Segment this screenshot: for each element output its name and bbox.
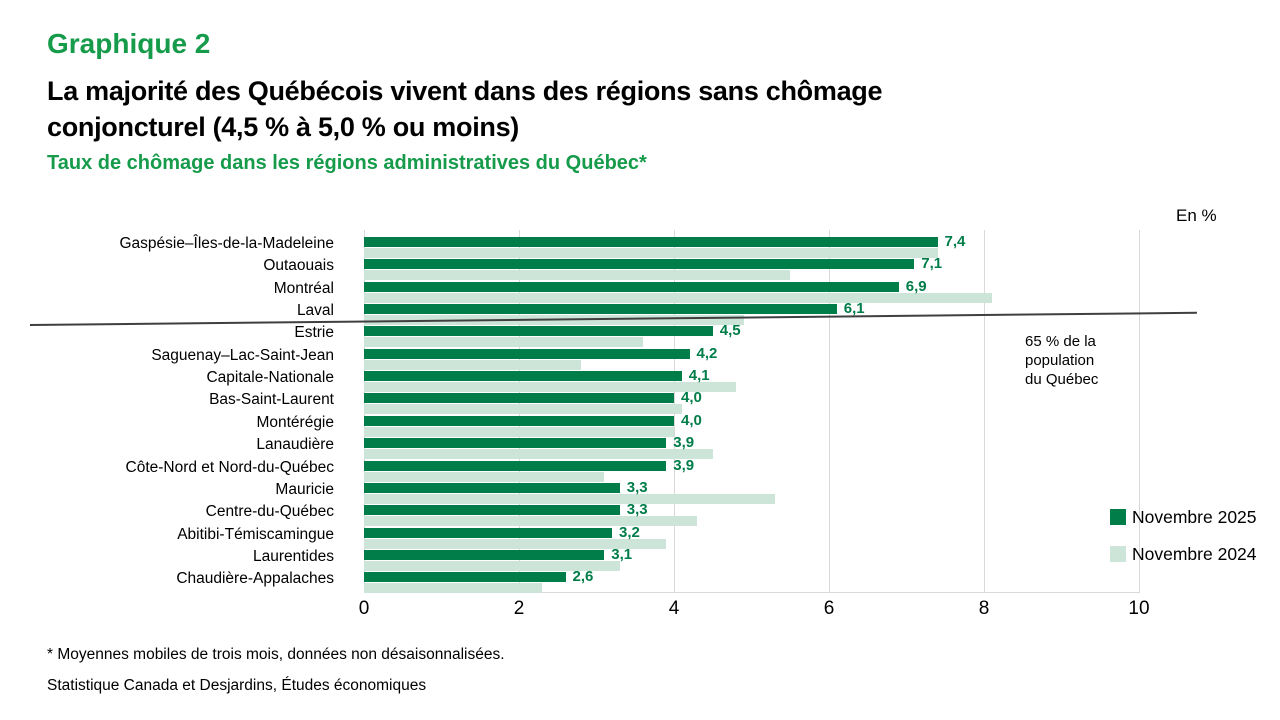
x-tick-label-2: 2 (513, 598, 525, 619)
bar-novembre-2025 (364, 393, 674, 404)
plot-area: 7,4 7,1 6,9 6,1 4,5 4,2 4,1 4,0 4,0 3,9 3,9 3,3 3,3 3… (364, 230, 1196, 594)
bar-novembre-2025 (364, 259, 915, 270)
value-label: 4,0 (681, 411, 702, 429)
legend-label-2024: Novembre 2024 (1132, 543, 1257, 564)
bar-novembre-2025 (364, 572, 566, 583)
population-annotation: 65 % de la population du Québec (1025, 332, 1098, 389)
footnote-source: Statistique Canada et Desjardins, Études… (47, 677, 427, 694)
bar-novembre-2024 (364, 337, 643, 348)
bar-novembre-2024 (364, 583, 543, 594)
legend-swatch-2025 (1110, 509, 1126, 525)
value-label: 3,2 (619, 523, 640, 541)
chart-title-line1: La majorité des Québécois vivent dans de… (47, 76, 883, 106)
bar-novembre-2024 (364, 382, 736, 393)
annotation-line-3: du Québec (1025, 371, 1099, 388)
footnote-methodology: * Moyennes mobiles de trois mois, donnée… (47, 646, 505, 663)
region-label: Centre-du-Québec (205, 503, 334, 521)
bar-novembre-2025 (364, 326, 713, 337)
region-label: Laurentides (252, 547, 334, 565)
region-label: Outaouais (263, 257, 334, 275)
annotation-line-2: population (1025, 352, 1095, 369)
bar-novembre-2024 (364, 292, 992, 303)
region-label: Capitale-Nationale (206, 369, 334, 387)
region-label: Côte-Nord et Nord-du-Québec (125, 458, 335, 476)
bar-novembre-2024 (364, 471, 605, 482)
gridline-10 (1139, 230, 1140, 593)
bar-novembre-2025 (364, 415, 674, 426)
value-label: 3,3 (626, 478, 648, 496)
region-label: Abitibi-Témiscamingue (177, 525, 334, 543)
chart-title-line2: conjoncturel (4,5 % à 5,0 % ou moins) (47, 112, 520, 142)
legend-item-novembre-2025: Novembre 2025 (1110, 506, 1257, 528)
x-tick-label-10: 10 (1128, 598, 1150, 619)
x-tick-label-4: 4 (668, 598, 680, 619)
value-label: 6,1 (843, 300, 865, 318)
bar-novembre-2024 (364, 248, 938, 258)
value-label: 7,4 (944, 233, 966, 250)
x-tick-label-8: 8 (978, 598, 990, 619)
region-label: Montérégie (256, 413, 334, 431)
value-label: 2,6 (572, 568, 594, 586)
value-label: 3,3 (626, 501, 648, 519)
bar-novembre-2025 (364, 438, 667, 449)
value-label: 4,1 (688, 367, 710, 385)
region-label: Gaspésie–Îles-de-la-Madeleine (119, 235, 334, 252)
legend-label-2025: Novembre 2025 (1132, 506, 1257, 527)
value-label: 4,5 (719, 322, 741, 340)
chart-kicker: Graphique 2 (47, 28, 211, 59)
value-label: 6,9 (905, 277, 927, 295)
x-tick-label-6: 6 (823, 598, 835, 619)
annotation-line-1: 65 % de la (1025, 333, 1096, 350)
legend-swatch-2024 (1110, 546, 1126, 562)
value-label: 3,1 (611, 545, 633, 563)
bar-novembre-2025 (364, 348, 690, 359)
bar-novembre-2024 (364, 560, 620, 571)
value-label: 3,9 (673, 456, 695, 474)
bar-novembre-2025 (364, 549, 605, 560)
bar-novembre-2025 (364, 460, 667, 471)
axis-unit-label: En % (1176, 206, 1217, 225)
chart-subtitle: Taux de chômage dans les régions adminis… (47, 152, 647, 174)
bar-novembre-2024 (364, 426, 674, 437)
region-label: Chaudière-Appalaches (176, 570, 334, 588)
region-label: Estrie (294, 324, 334, 342)
bar-novembre-2024 (364, 516, 698, 527)
bar-novembre-2024 (364, 449, 713, 460)
value-label: 3,9 (673, 434, 695, 452)
bar-novembre-2025 (364, 482, 620, 493)
region-label: Lanaudière (256, 436, 334, 454)
gridline-8 (984, 230, 985, 593)
region-label: Mauricie (275, 480, 334, 498)
value-label: 4,0 (681, 389, 702, 407)
legend-item-novembre-2024: Novembre 2024 (1110, 543, 1257, 565)
bar-novembre-2024 (364, 404, 682, 415)
region-label: Laval (296, 302, 334, 320)
bar-novembre-2024 (364, 538, 667, 549)
y-axis-region-labels: Gaspésie–Îles-de-la-Madeleine Outaouais Mo… (40, 230, 350, 593)
bar-novembre-2025 (364, 527, 612, 538)
region-label: Bas-Saint-Laurent (209, 391, 334, 409)
bar-novembre-2024 (364, 359, 581, 370)
bar-novembre-2025 (364, 371, 682, 382)
bar-novembre-2025 (364, 304, 837, 315)
bar-novembre-2025 (364, 505, 620, 516)
x-tick-label-0: 0 (358, 598, 370, 619)
gridline-6 (829, 230, 830, 593)
bar-novembre-2025 (364, 281, 899, 292)
region-label: Saguenay–Lac-Saint-Jean (151, 346, 334, 364)
value-label: 7,1 (921, 255, 943, 273)
bar-novembre-2024 (364, 270, 791, 281)
x-axis-line (364, 592, 1139, 593)
value-label: 4,2 (696, 344, 718, 362)
bar-novembre-2025 (364, 237, 938, 247)
region-label: Montréal (273, 279, 334, 297)
bar-novembre-2024 (364, 493, 775, 504)
